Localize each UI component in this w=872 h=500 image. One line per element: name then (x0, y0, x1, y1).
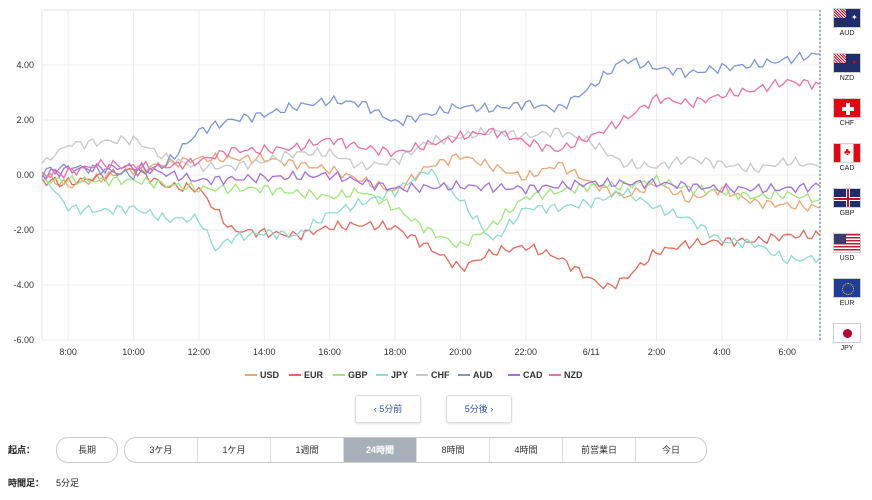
next-5min-button[interactable]: 5分後 › (446, 395, 512, 423)
legend-label: NZD (564, 370, 583, 380)
series-lines (41, 51, 821, 290)
currency-code: GBP (839, 210, 855, 217)
series-line-gbp (41, 173, 821, 249)
legend-label: EUR (304, 370, 324, 380)
currency-code: CHF (839, 120, 855, 127)
legend-label: JPY (391, 370, 408, 380)
series-line-nzd (41, 78, 821, 179)
currency-toggle-eur[interactable]: EUR (824, 278, 870, 322)
period-option[interactable]: 4時間 (490, 438, 563, 462)
y-tick-label: -2.00 (13, 225, 34, 235)
x-axis-ticks: 8:00 10:00 12:00 14:00 16:00 18:00 20:00 22:00 6… (59, 347, 796, 357)
currency-code: AUD (839, 30, 855, 37)
flag-ch-icon (833, 98, 861, 118)
period-option[interactable]: 1ケ月 (198, 438, 271, 462)
timeframe-label: 時間足： (8, 478, 45, 488)
legend-item-eur[interactable]: EUR (289, 370, 324, 380)
series-line-cad (41, 161, 821, 195)
flag-gb-icon (833, 188, 861, 208)
x-tick-label: 6:00 (779, 347, 797, 357)
chart-legend: USD EUR GBP JPY CHF AUD CAD NZD (245, 370, 583, 380)
x-tick-label: 18:00 (384, 347, 407, 357)
y-tick-label: 2.00 (16, 115, 34, 125)
y-axis-ticks: 4.00 2.00 0.00 -2.00 -4.00 -6.00 (13, 60, 34, 345)
period-selector: 3ケ月 1ケ月 1週間 24時間 8時間 4時間 前営業日 今日 (124, 437, 707, 463)
currency-toggle-usd[interactable]: USD (824, 233, 870, 277)
flag-jp-icon (833, 323, 861, 343)
origin-label: 起点： (8, 445, 36, 455)
legend-item-jpy[interactable]: JPY (376, 370, 408, 380)
legend-label: GBP (348, 370, 368, 380)
y-tick-label: -6.00 (13, 335, 34, 345)
y-tick-label: 0.00 (16, 170, 34, 180)
legend-item-usd[interactable]: USD (245, 370, 280, 380)
currency-toggle-aud[interactable]: ✦ AUD (824, 8, 870, 52)
currency-toggle-cad[interactable]: ♣ CAD (824, 143, 870, 187)
currency-toggle-jpy[interactable]: JPY (824, 323, 870, 367)
currency-code: CAD (839, 165, 855, 172)
legend-label: CAD (523, 370, 543, 380)
prev-5min-button[interactable]: ‹ 5分前 (355, 395, 421, 423)
flag-ca-icon: ♣ (833, 143, 861, 163)
currency-code: EUR (839, 300, 855, 307)
series-line-usd (41, 151, 821, 212)
x-tick-label: 6/11 (583, 347, 600, 357)
x-tick-label: 14:00 (253, 347, 276, 357)
x-tick-label: 20:00 (449, 347, 472, 357)
chart-grid (41, 9, 821, 341)
x-tick-label: 4:00 (713, 347, 731, 357)
x-tick-label: 2:00 (648, 347, 666, 357)
period-option[interactable]: 前営業日 (563, 438, 636, 462)
x-tick-label: 16:00 (318, 347, 341, 357)
period-option[interactable]: 24時間 (344, 438, 417, 462)
x-tick-label: 8:00 (59, 347, 77, 357)
flag-nz-icon: ✦ (833, 53, 861, 73)
period-option[interactable]: 3ケ月 (125, 438, 198, 462)
legend-item-nzd[interactable]: NZD (549, 370, 583, 380)
currency-toggle-chf[interactable]: CHF (824, 98, 870, 142)
x-tick-label: 22:00 (515, 347, 538, 357)
series-line-chf (41, 126, 821, 174)
legend-label: USD (260, 370, 280, 380)
currency-strength-chart: 4.00 2.00 0.00 -2.00 -4.00 -6.00 8:00 10:00 12:… (13, 9, 821, 380)
currency-toggle-gbp[interactable]: GBP (824, 188, 870, 232)
legend-label: AUD (473, 370, 493, 380)
long-term-button[interactable]: 長期 (56, 437, 118, 463)
timeframe-value: 5分足 (56, 478, 80, 488)
series-line-jpy (41, 168, 821, 265)
period-option[interactable]: 8時間 (417, 438, 490, 462)
currency-code: USD (839, 255, 855, 262)
series-line-aud (41, 51, 821, 181)
currency-code: JPY (840, 345, 854, 352)
series-line-eur (41, 167, 821, 290)
period-option[interactable]: 1週間 (271, 438, 344, 462)
currency-toggle-nzd[interactable]: ✦ NZD (824, 53, 870, 97)
flag-us-icon (833, 233, 861, 253)
y-tick-label: 4.00 (16, 60, 34, 70)
y-tick-label: -4.00 (13, 280, 34, 290)
legend-item-chf[interactable]: CHF (416, 370, 450, 380)
legend-item-cad[interactable]: CAD (508, 370, 543, 380)
legend-label: CHF (431, 370, 450, 380)
legend-item-aud[interactable]: AUD (458, 370, 493, 380)
x-tick-label: 12:00 (188, 347, 211, 357)
legend-item-gbp[interactable]: GBP (333, 370, 368, 380)
flag-eu-icon (833, 278, 861, 298)
currency-code: NZD (839, 75, 855, 82)
flag-au-icon: ✦ (833, 8, 861, 28)
x-tick-label: 10:00 (122, 347, 145, 357)
period-option[interactable]: 今日 (661, 445, 680, 455)
